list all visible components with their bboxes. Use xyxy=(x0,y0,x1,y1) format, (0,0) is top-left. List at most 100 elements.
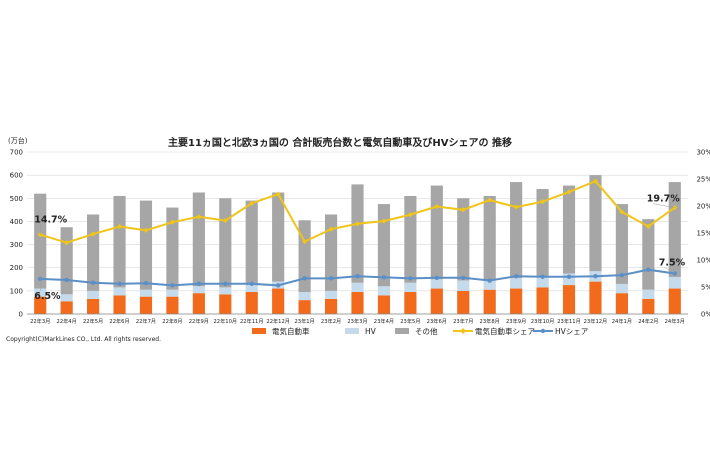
bar-segment xyxy=(457,280,470,291)
x-tick-label: 22年7月 xyxy=(136,317,156,325)
bar-segment xyxy=(351,282,364,293)
bar-segment xyxy=(324,214,338,291)
bar-segment xyxy=(536,189,549,277)
bar-segment xyxy=(615,204,628,284)
series-point xyxy=(64,240,70,246)
bar-segment xyxy=(351,292,364,314)
x-tick-label: 22年5月 xyxy=(83,317,103,325)
annotation-label: 14.7% xyxy=(34,215,67,226)
legend-swatch xyxy=(345,328,359,334)
right-tick-label: 5% xyxy=(701,284,710,292)
bar-segment xyxy=(457,290,470,314)
right-tick-label: 20% xyxy=(696,203,710,211)
bar-segment xyxy=(404,282,417,293)
series-point xyxy=(116,223,123,230)
x-tick-label: 22年12月 xyxy=(266,317,290,325)
bar-segment xyxy=(113,195,126,288)
bar-segment xyxy=(245,285,258,293)
series-point xyxy=(169,219,176,225)
series-point xyxy=(487,197,493,203)
series-point xyxy=(64,277,69,283)
bar-segment xyxy=(272,192,285,282)
bar-segment xyxy=(87,298,100,314)
bar-segment xyxy=(34,193,47,289)
bar-segment xyxy=(483,195,496,281)
bar-segment xyxy=(272,288,285,314)
bar-segment xyxy=(589,175,602,272)
left-tick-label: 700 xyxy=(10,149,23,157)
bar-segment xyxy=(668,182,681,277)
annotation-leader xyxy=(664,267,675,274)
bar-segment xyxy=(192,286,205,294)
legend-marker xyxy=(540,328,546,334)
x-tick-label: 23年1月 xyxy=(294,317,314,325)
x-tick-label: 23年5月 xyxy=(400,317,420,325)
series-point xyxy=(90,231,96,237)
bar-segment xyxy=(60,227,73,295)
bar-segment xyxy=(113,287,126,296)
bar-segment xyxy=(642,289,655,299)
left-tick-label: 300 xyxy=(10,241,23,249)
bar-segment xyxy=(192,293,205,314)
bar-segment xyxy=(60,301,73,314)
series-point xyxy=(619,209,625,215)
x-tick-label: 23年4月 xyxy=(374,317,394,325)
bar-segment xyxy=(510,288,523,314)
annotation-label: 6.5% xyxy=(34,291,61,302)
x-tick-label: 24年2月 xyxy=(638,317,658,325)
series-point xyxy=(196,281,202,286)
legend-swatch xyxy=(395,328,409,334)
annotation-label: 7.5% xyxy=(659,258,686,269)
x-tick-label: 23年11月 xyxy=(557,317,581,325)
bar-segment xyxy=(87,290,100,299)
bar-segment xyxy=(589,281,602,314)
legend-label: 電気自動車シェア xyxy=(475,326,535,336)
series-point xyxy=(143,227,149,233)
stacked-bars xyxy=(34,175,681,314)
series-point xyxy=(90,280,96,285)
bar-segment xyxy=(139,200,153,290)
series-point xyxy=(249,200,255,206)
bar-segment xyxy=(668,288,681,314)
x-tick-label: 23年8月 xyxy=(480,317,500,325)
series-point xyxy=(408,276,413,281)
series-point xyxy=(513,204,519,210)
series-point xyxy=(223,281,228,286)
series-point xyxy=(460,207,466,213)
x-tick-label: 23年12月 xyxy=(584,317,608,325)
series-point xyxy=(328,276,334,281)
series-point xyxy=(143,281,149,286)
x-tick-label: 23年3月 xyxy=(347,317,367,325)
right-tick-label: 0% xyxy=(701,311,710,319)
bar-segment xyxy=(166,207,179,290)
series-point xyxy=(354,221,361,227)
left-tick-label: 500 xyxy=(10,195,23,203)
bar-segment xyxy=(166,289,179,297)
bar-segment xyxy=(245,200,258,286)
bar-segment xyxy=(536,287,549,314)
series-point xyxy=(407,212,413,218)
bar-segment xyxy=(87,214,100,291)
bar-segment xyxy=(642,298,655,314)
bar-segment xyxy=(483,280,496,290)
x-tick-label: 23年6月 xyxy=(427,317,447,325)
bar-segment xyxy=(219,294,232,314)
bar-segment xyxy=(536,276,549,288)
series-point xyxy=(513,274,519,279)
series-point xyxy=(170,283,175,288)
series-point xyxy=(117,281,122,286)
x-tick-label: 24年1月 xyxy=(612,317,632,325)
bar-segment xyxy=(668,276,681,289)
bar-segment xyxy=(60,294,73,302)
series-point xyxy=(381,218,387,224)
bar-segment xyxy=(113,295,126,314)
series-point xyxy=(566,189,572,195)
chart-title: 主要11ヵ国と北欧3ヵ国の 合計販売台数と電気自動車及びHVシェアの 推移 xyxy=(168,136,512,149)
series-point xyxy=(619,272,625,278)
bar-segment xyxy=(166,296,179,314)
value-annotations: 14.7% 6.5% 19.7% 7.5% xyxy=(34,194,685,302)
x-tick-label: 23年9月 xyxy=(506,317,526,325)
annotation-leader xyxy=(652,203,675,208)
series-point xyxy=(249,281,254,286)
